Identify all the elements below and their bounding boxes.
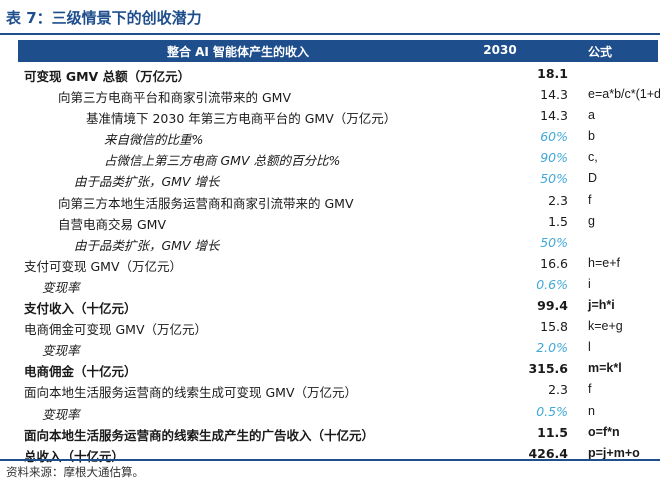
table-row: 自营电商交易 GMV 1.5 g — [18, 212, 658, 233]
row-label: 自营电商交易 GMV — [58, 216, 166, 232]
row-label: 占微信上第三方电商 GMV 总额的百分比% — [104, 153, 341, 169]
row-value: 2.3 — [548, 382, 568, 398]
table-row: 变现率 2.0% l — [18, 338, 658, 359]
row-formula: c, — [588, 150, 598, 165]
row-label: 支付收入（十亿元） — [24, 301, 137, 317]
row-value: 1.5 — [548, 213, 568, 229]
row-value: 0.5% — [536, 403, 568, 419]
table-row: 向第三方本地生活服务运营商和商家引流带来的 GMV 2.3 f — [18, 191, 658, 212]
row-label: 电商佣金（十亿元） — [24, 364, 137, 380]
row-value: 426.4 — [528, 445, 568, 461]
row-formula: p=j+m+o — [588, 445, 640, 460]
row-label: 可变现 GMV 总额（万亿元） — [24, 69, 191, 84]
row-value: 90% — [540, 150, 568, 166]
table-row: 变现率 0.6% i — [18, 275, 658, 296]
table-row: 面向本地生活服务运营商的线索生成可变现 GMV（万亿元） 2.3 f — [18, 380, 658, 401]
table-row: 支付可变现 GMV（万亿元） 16.6 h=e+f — [18, 254, 658, 275]
table-row: 占微信上第三方电商 GMV 总额的百分比% 90% c, — [18, 148, 658, 169]
row-formula: j=h*i — [588, 298, 615, 313]
table-row: 面向本地生活服务运营商的线索生成产生的广告收入（十亿元） 11.5 o=f*n — [18, 423, 658, 444]
row-label: 电商佣金可变现 GMV（万亿元） — [24, 322, 207, 338]
row-label: 由于品类扩张，GMV 增长 — [74, 237, 220, 253]
row-value: 60% — [540, 129, 568, 145]
row-value: 50% — [540, 234, 568, 250]
table-body: 可变现 GMV 总额（万亿元） 18.1 向第三方电商平台和商家引流带来的 GM… — [18, 64, 660, 465]
source-note: 资料来源：摩根大通估算。 — [6, 465, 144, 479]
row-value: 11.5 — [537, 424, 568, 440]
table-row: 由于品类扩张，GMV 增长 50% — [18, 233, 658, 254]
row-formula: a — [588, 108, 595, 123]
row-formula: m=k*l — [588, 361, 622, 376]
row-formula: f — [588, 382, 592, 397]
row-label: 来自微信的比重% — [104, 132, 204, 148]
row-formula: n — [588, 403, 595, 418]
row-label: 面向本地生活服务运营商的线索生成产生的广告收入（十亿元） — [24, 427, 375, 443]
row-label: 向第三方电商平台和商家引流带来的 GMV — [58, 90, 291, 106]
table-row: 总收入（十亿元） 426.4 p=j+m+o — [18, 444, 658, 465]
header-formula: 公式 — [587, 45, 612, 59]
table-row: 电商佣金（十亿元） 315.6 m=k*l — [18, 359, 658, 380]
row-value: 315.6 — [528, 361, 568, 377]
row-label: 由于品类扩张，GMV 增长 — [74, 174, 220, 190]
row-formula: e=a*b/c*(1+d) — [588, 87, 660, 102]
row-label: 变现率 — [42, 343, 80, 359]
row-formula: k=e+g — [588, 319, 623, 334]
row-formula: b — [588, 129, 595, 144]
table-row: 支付收入（十亿元） 99.4 j=h*i — [18, 296, 658, 317]
row-label: 面向本地生活服务运营商的线索生成可变现 GMV（万亿元） — [24, 385, 357, 401]
row-label: 变现率 — [42, 279, 80, 295]
row-formula: g — [588, 213, 595, 228]
table-header: 整合 AI 智能体产生的收入 2030 公式 — [18, 40, 658, 62]
table-row: 变现率 0.5% n — [18, 402, 658, 423]
table-row: 来自微信的比重% 60% b — [18, 127, 658, 148]
row-value: 18.1 — [537, 66, 568, 81]
row-value: 0.6% — [536, 276, 568, 292]
table-row: 可变现 GMV 总额（万亿元） 18.1 — [18, 64, 658, 85]
row-value: 15.8 — [540, 319, 568, 335]
table-title: 表 7：三级情景下的创收潜力 — [6, 9, 202, 27]
row-value: 14.3 — [540, 87, 568, 103]
header-year: 2030 — [483, 43, 517, 57]
table-bottom-divider — [0, 459, 660, 461]
row-value: 50% — [540, 171, 568, 187]
table-row: 由于品类扩张，GMV 增长 50% D — [18, 169, 658, 190]
row-formula: i — [588, 276, 591, 291]
row-label: 支付可变现 GMV（万亿元） — [24, 258, 182, 274]
row-label: 变现率 — [42, 406, 80, 422]
row-value: 14.3 — [540, 108, 568, 124]
row-value: 2.3 — [548, 192, 568, 208]
row-value: 2.0% — [536, 340, 568, 356]
row-value: 16.6 — [540, 255, 568, 271]
title-divider — [0, 33, 660, 35]
table-row: 基准情境下 2030 年第三方电商平台的 GMV（万亿元） 14.3 a — [18, 106, 658, 127]
row-formula: o=f*n — [588, 424, 620, 439]
table-row: 向第三方电商平台和商家引流带来的 GMV 14.3 e=a*b/c*(1+d) — [18, 85, 660, 106]
row-formula: l — [588, 340, 591, 355]
row-formula: f — [588, 192, 592, 207]
row-formula: h=e+f — [588, 255, 620, 270]
row-label: 总收入（十亿元） — [24, 448, 125, 464]
row-label: 基准情境下 2030 年第三方电商平台的 GMV（万亿元） — [86, 111, 397, 127]
table-row: 电商佣金可变现 GMV（万亿元） 15.8 k=e+g — [18, 317, 658, 338]
row-label: 向第三方本地生活服务运营商和商家引流带来的 GMV — [58, 195, 354, 211]
header-label: 整合 AI 智能体产生的收入 — [166, 45, 310, 59]
row-value: 99.4 — [537, 298, 568, 314]
row-formula: D — [588, 171, 598, 186]
